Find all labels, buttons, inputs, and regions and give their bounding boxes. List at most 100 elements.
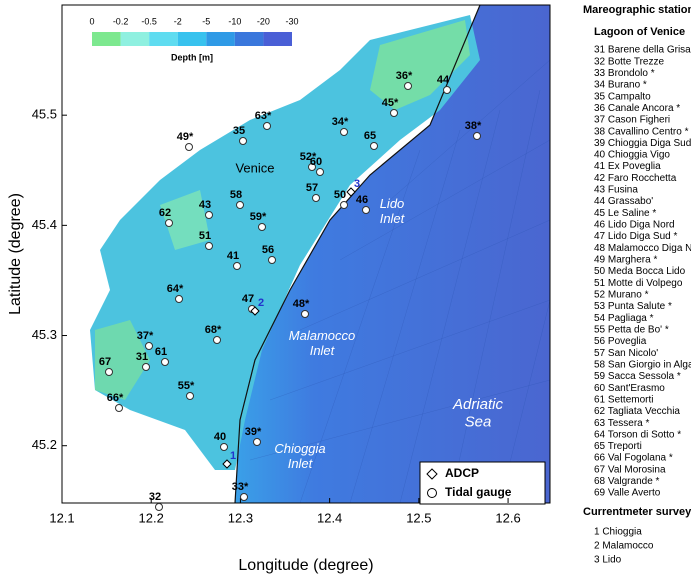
colorbar-tick-label: -0.2 — [113, 16, 129, 26]
station-marker — [258, 223, 266, 231]
adcp-label: 1 — [230, 450, 236, 462]
station-marker — [308, 163, 316, 171]
legend-adcp-marker — [426, 468, 438, 480]
adcp-marker — [250, 306, 260, 316]
station-marker — [161, 358, 169, 366]
station-marker — [213, 336, 221, 344]
station-label: 46 — [356, 194, 368, 206]
colorbar-label: Depth [m] — [171, 52, 213, 62]
marsh — [370, 20, 470, 110]
marsh — [95, 320, 150, 400]
station-list-item: 32 Botte Trezze — [594, 56, 664, 67]
station-label: 55* — [178, 380, 195, 392]
station-marker — [186, 392, 194, 400]
station-list-item: 57 San Nicolo' — [594, 348, 658, 359]
adcp-marker — [346, 187, 356, 197]
sea — [235, 5, 550, 503]
station-marker — [236, 201, 244, 209]
colorbar-tick-label: -2 — [174, 16, 182, 26]
station-list-item: 39 Chioggia Diga Sud * — [594, 138, 691, 149]
side-title: Mareographic stations — [583, 4, 691, 16]
place-label: Malamocco Inlet — [289, 328, 355, 358]
station-marker — [404, 82, 412, 90]
station-list-item: 43 Fusina — [594, 185, 638, 196]
station-list-item: 34 Burano * — [594, 80, 647, 91]
station-marker — [362, 206, 370, 214]
place-label: Lido Inlet — [380, 196, 406, 226]
station-list-item: 64 Torson di Sotto * — [594, 429, 681, 440]
station-label: 44 — [437, 74, 450, 86]
colorbar-swatch — [149, 32, 178, 46]
station-marker — [253, 438, 261, 446]
legend-label: ADCP — [445, 466, 479, 480]
station-label: 63* — [255, 110, 272, 122]
station-list-item: 41 Ex Poveglia — [594, 161, 661, 172]
station-list-item: 44 Grassabo' — [594, 196, 653, 207]
station-list-item: 52 Murano * — [594, 290, 649, 301]
station-list-item: 42 Faro Rocchetta — [594, 173, 677, 184]
station-label: 43 — [199, 199, 211, 211]
x-tick-label: 12.6 — [495, 510, 520, 525]
station-marker — [340, 128, 348, 136]
station-label: 41 — [227, 250, 239, 262]
station-list-item: 53 Punta Salute * — [594, 301, 672, 312]
station-list-item: 31 Barene della Grisa — [594, 45, 691, 56]
station-list-item: 54 Pagliaga * — [594, 313, 654, 324]
adcp-label: 2 — [258, 297, 264, 309]
adcp-label: 3 — [354, 178, 360, 190]
map-body — [90, 5, 550, 503]
station-list-item: 51 Motte di Volpego — [594, 278, 683, 289]
adcp-marker — [222, 459, 232, 469]
survey-list-item: 2 Malamocco — [594, 541, 654, 552]
station-label: 60 — [310, 156, 322, 168]
station-marker — [145, 342, 153, 350]
station-label: 31 — [136, 351, 148, 363]
station-list-item: 47 Lido Diga Sud * — [594, 231, 678, 242]
station-list-item: 59 Sacca Sessola * — [594, 371, 681, 382]
station-label: 39* — [245, 426, 262, 438]
coastline — [234, 5, 481, 503]
station-marker — [268, 256, 276, 264]
station-list-item: 37 Cason Figheri — [594, 115, 670, 126]
station-label: 45* — [382, 97, 399, 109]
station-marker — [175, 295, 183, 303]
station-list-item: 45 Le Saline * — [594, 208, 656, 219]
y-tick-label: 45.3 — [32, 327, 57, 342]
station-marker — [115, 404, 123, 412]
side-subtitle: Lagoon of Venice — [594, 26, 685, 38]
station-label: 66* — [107, 392, 124, 404]
survey-list-item: 3 Lido — [594, 555, 622, 566]
station-list-item: 49 Marghera * — [594, 255, 657, 266]
station-marker — [312, 194, 320, 202]
colorbar-swatch — [92, 32, 121, 46]
station-label: 51 — [199, 230, 211, 242]
y-tick-label: 45.2 — [32, 437, 57, 452]
legend-box — [419, 461, 546, 505]
colorbar-tick-label: -10 — [228, 16, 241, 26]
station-label: 58 — [230, 189, 242, 201]
station-label: 50 — [334, 189, 346, 201]
colorbar-tick-label: -30 — [285, 16, 298, 26]
station-label: 32 — [149, 491, 161, 503]
station-label: 68* — [205, 324, 222, 336]
place-label: Venice — [235, 160, 274, 175]
station-list-item: 38 Cavallino Centro * — [594, 126, 689, 137]
station-list-item: 69 Valle Averto — [594, 488, 661, 499]
station-list-item: 46 Lido Diga Nord — [594, 220, 675, 231]
station-marker — [205, 211, 213, 219]
station-label: 61 — [155, 346, 167, 358]
station-list-item: 62 Tagliata Vecchia — [594, 406, 680, 417]
colorbar-swatch — [206, 32, 235, 46]
colorbar-swatch — [120, 32, 150, 46]
y-tick-label: 45.5 — [32, 107, 57, 122]
station-list-item: 58 San Giorgio in Alga — [594, 359, 691, 370]
station-label: 65 — [364, 130, 376, 142]
x-tick-label: 12.1 — [49, 510, 74, 525]
station-label: 49* — [177, 131, 194, 143]
station-list-item: 61 Settemorti — [594, 394, 653, 405]
station-label: 36* — [396, 70, 413, 82]
legend-label: Tidal gauge — [445, 485, 512, 499]
station-label: 57 — [306, 182, 318, 194]
